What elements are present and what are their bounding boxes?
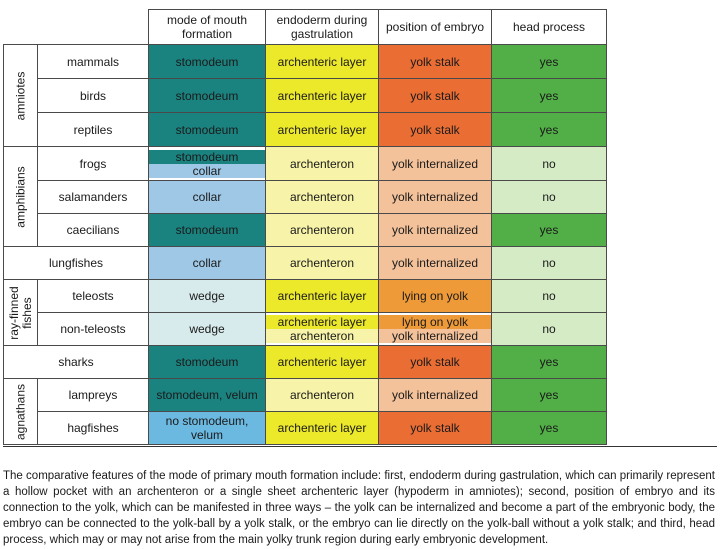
caption-divider — [3, 446, 717, 447]
taxon-name: caecilians — [37, 213, 149, 247]
table-row: sharks stomodeum archenteric layer yolk sta… — [3, 345, 607, 379]
mouth-cell: wedge — [148, 279, 266, 313]
mouth-cell: collar — [148, 246, 266, 280]
table-row: non-teleosts wedge archenteric layer archen… — [4, 312, 607, 346]
endoderm-value: archenteron — [266, 329, 378, 343]
head-process-cell: yes — [491, 345, 607, 379]
position-cell: yolk stalk — [378, 345, 492, 379]
mouth-cell: wedge — [148, 312, 266, 346]
head-process-cell: yes — [491, 411, 607, 445]
endoderm-cell: archenteric layer — [265, 345, 379, 379]
mouth-cell: stomodeum — [148, 44, 266, 79]
header-endoderm: endoderm during gastrulation — [265, 9, 379, 45]
mouth-split: stomodeum collar — [149, 149, 265, 178]
table-row: amniotes mammals stomodeum archenteric laye… — [3, 44, 607, 147]
position-cell: yolk internalized — [378, 246, 492, 280]
table-row: amphibians frogs stomodeum collar archentero… — [3, 146, 607, 247]
position-cell: yolk internalized — [378, 213, 492, 247]
taxon-name: lungfishes — [3, 246, 149, 280]
endoderm-cell: archenteron — [265, 180, 379, 214]
mouth-cell: no stomodeum, velum — [148, 411, 266, 445]
table-row: reptiles stomodeum archenteric layer yolk s… — [4, 112, 607, 147]
head-process-cell: yes — [491, 44, 607, 79]
mouth-value: stomodeum — [149, 149, 265, 164]
position-cell: yolk stalk — [378, 112, 492, 147]
head-process-cell: yes — [491, 78, 607, 113]
endoderm-cell: archenteron — [265, 213, 379, 247]
endoderm-cell: archenteric layer — [265, 44, 379, 79]
mouth-cell: stomodeum, velum — [148, 378, 266, 412]
table-row: salamanders collar archenteron yolk interna… — [4, 180, 607, 214]
position-cell: yolk stalk — [378, 44, 492, 79]
position-cell: yolk stalk — [378, 78, 492, 113]
group-agnathans: agnathans — [3, 378, 38, 445]
endoderm-cell: archenteric layer — [265, 78, 379, 113]
head-process-cell: no — [491, 312, 607, 346]
endoderm-value: archenteric layer — [266, 315, 378, 329]
position-cell: yolk internalized — [378, 378, 492, 412]
taxon-name: non-teleosts — [37, 312, 149, 346]
table-row: ray-finned fishes teleosts wedge archenteri… — [3, 279, 607, 346]
taxon-name: mammals — [37, 44, 149, 79]
header-position: position of embryo — [378, 9, 492, 45]
taxon-name: teleosts — [37, 279, 149, 313]
endoderm-cell: archenteric layer — [265, 279, 379, 313]
group-label: agnathans — [13, 383, 27, 440]
position-cell: yolk internalized — [378, 146, 492, 181]
taxon-name: reptiles — [37, 112, 149, 147]
position-value: lying on yolk — [379, 315, 491, 329]
table-row: agnathans lampreys stomodeum, velum archent… — [3, 378, 607, 445]
header-corner — [3, 9, 149, 45]
header-row: mode of mouth formation endoderm during … — [3, 9, 607, 45]
mouth-cell: stomodeum — [148, 78, 266, 113]
table-row: caecilians stomodeum archenteron yolk inter… — [4, 213, 607, 247]
endoderm-cell: archenteron — [265, 246, 379, 280]
mouth-cell: stomodeum collar — [148, 146, 266, 181]
taxon-name: lampreys — [37, 378, 149, 412]
header-head-process: head process — [491, 9, 607, 45]
position-split: lying on yolk yolk internalized — [379, 315, 491, 343]
table-row: hagfishes no stomodeum, velum archenteric … — [4, 411, 607, 445]
mouth-cell: stomodeum — [148, 345, 266, 379]
mouth-value: collar — [149, 163, 265, 178]
position-cell: lying on yolk yolk internalized — [378, 312, 492, 346]
taxon-name: salamanders — [37, 180, 149, 214]
table-row: birds stomodeum archenteric layer yolk stal… — [4, 78, 607, 113]
taxon-name: frogs — [37, 146, 149, 181]
position-cell: yolk stalk — [378, 411, 492, 445]
head-process-cell: no — [491, 279, 607, 313]
group-label: ray-finned fishes — [6, 285, 34, 340]
comparison-table-container: mode of mouth formation endoderm during … — [3, 9, 607, 445]
position-cell: lying on yolk — [378, 279, 492, 313]
head-process-cell: no — [491, 246, 607, 280]
header-mouth: mode of mouth formation — [148, 9, 266, 45]
endoderm-cell: archenteron — [265, 146, 379, 181]
endoderm-cell: archenteric layer archenteron — [265, 312, 379, 346]
group-label: amphibians — [13, 165, 27, 228]
taxon-name: sharks — [3, 345, 149, 379]
head-process-cell: no — [491, 180, 607, 214]
position-cell: yolk internalized — [378, 180, 492, 214]
head-process-cell: no — [491, 146, 607, 181]
group-rayfinned: ray-finned fishes — [3, 279, 38, 346]
mouth-cell: collar — [148, 180, 266, 214]
mouth-cell: stomodeum — [148, 213, 266, 247]
caption-text: The comparative features of the mode of … — [3, 469, 715, 546]
endoderm-cell: archenteric layer — [265, 411, 379, 445]
group-label: amniotes — [13, 71, 27, 120]
head-process-cell: yes — [491, 213, 607, 247]
table-row: lungfishes collar archenteron yolk internal… — [3, 246, 607, 280]
taxon-name: birds — [37, 78, 149, 113]
group-amphibians: amphibians — [3, 146, 38, 247]
head-process-cell: yes — [491, 112, 607, 147]
mouth-cell: stomodeum — [148, 112, 266, 147]
taxon-name: hagfishes — [37, 411, 149, 445]
position-value: yolk internalized — [379, 329, 491, 343]
head-process-cell: yes — [491, 378, 607, 412]
group-amniotes: amniotes — [3, 44, 38, 147]
endoderm-cell: archenteric layer — [265, 112, 379, 147]
comparison-table: mode of mouth formation endoderm during … — [3, 9, 607, 445]
endoderm-cell: archenteron — [265, 378, 379, 412]
endoderm-split: archenteric layer archenteron — [266, 315, 378, 343]
